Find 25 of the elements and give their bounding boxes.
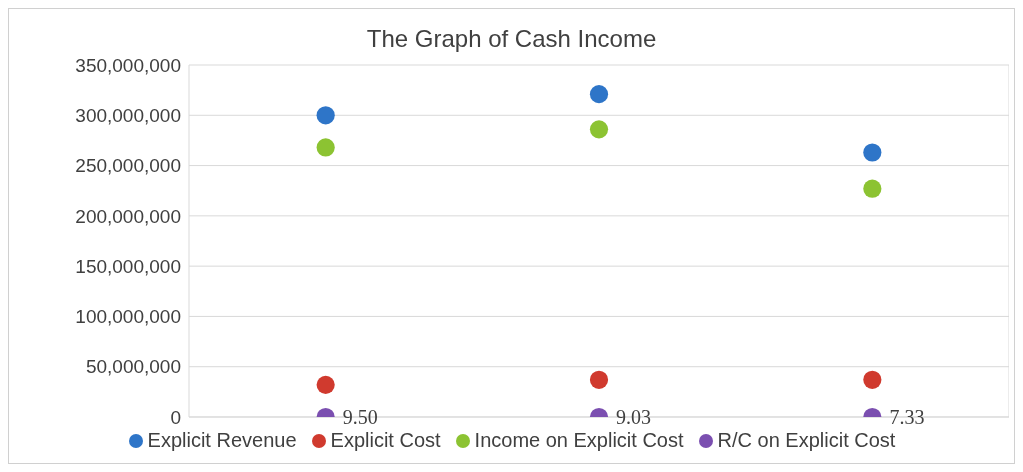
- legend-label: Explicit Revenue: [146, 429, 297, 452]
- point: [316, 138, 335, 157]
- legend-label: R/C on Explicit Cost: [716, 429, 896, 452]
- chart-title: The Graph of Cash Income: [366, 25, 657, 52]
- y-tick-label: 250,000,000: [75, 155, 181, 177]
- point: [589, 85, 609, 104]
- point: [316, 375, 335, 394]
- point: [863, 143, 882, 162]
- point: [589, 370, 609, 389]
- point: [863, 179, 882, 198]
- data-label: 7.33: [889, 406, 925, 428]
- y-tick-label: 100,000,000: [75, 306, 181, 328]
- y-tick-label: 350,000,000: [75, 54, 181, 76]
- y-tick-label: 300,000,000: [75, 105, 181, 127]
- y-tick-label: 200,000,000: [75, 205, 181, 227]
- legend-label: Explicit Cost: [329, 429, 441, 452]
- point: [863, 370, 882, 389]
- legend-label: Income on Explicit Cost: [473, 429, 684, 452]
- data-label: 9.50: [342, 406, 378, 428]
- y-tick-label: 50,000,000: [85, 356, 181, 378]
- point: [589, 120, 609, 139]
- data-label: 9.03: [616, 406, 652, 428]
- point: [316, 106, 335, 125]
- y-tick-label: 0: [170, 406, 181, 428]
- y-tick-label: 150,000,000: [75, 255, 181, 277]
